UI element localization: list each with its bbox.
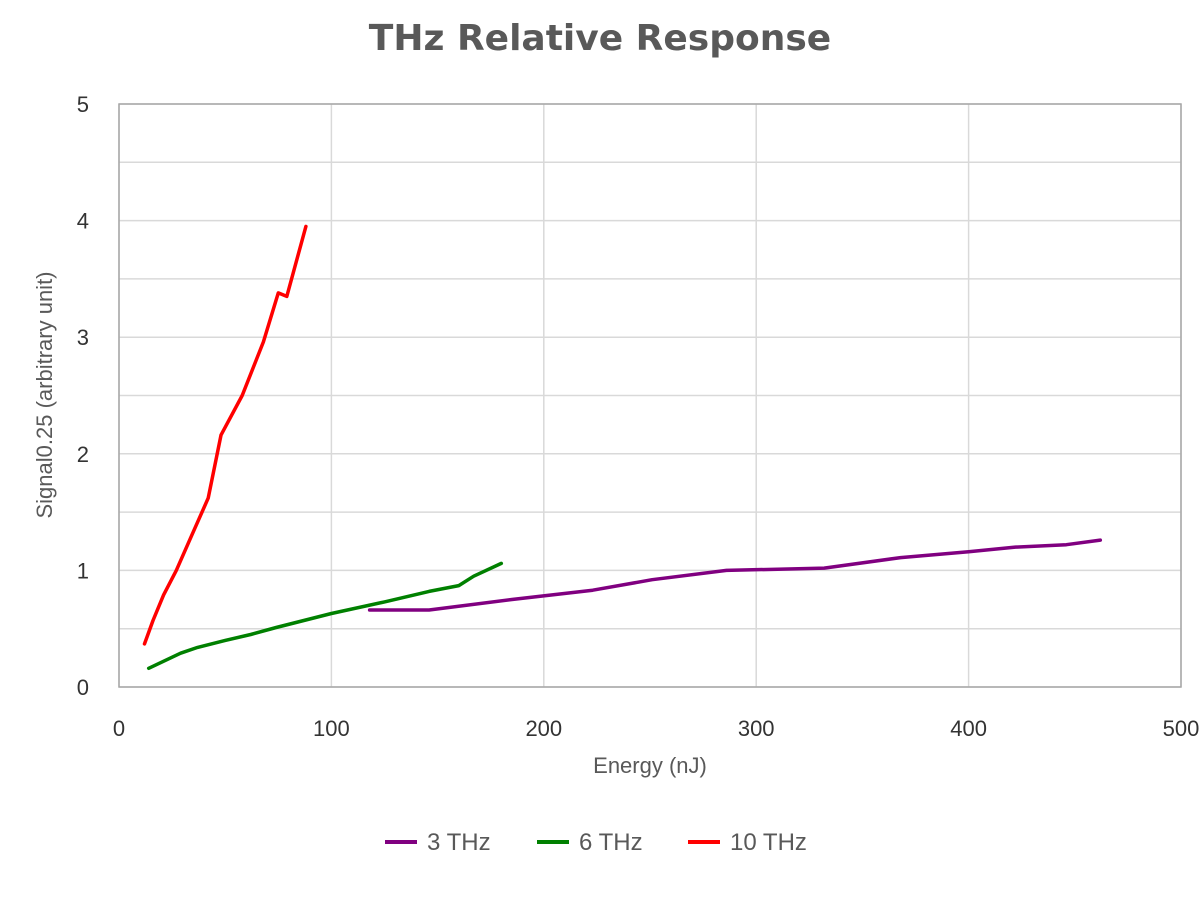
y-tick-label: 3 xyxy=(77,325,89,350)
y-tick-label: 5 xyxy=(77,92,89,117)
y-tick-label: 4 xyxy=(77,209,89,234)
y-tick-label: 1 xyxy=(77,558,89,583)
x-tick-label: 400 xyxy=(950,716,987,741)
ticks: 0 100 200 300 400 500 0 1 2 3 4 5 xyxy=(77,92,1200,741)
legend-label-6-thz: 6 THz xyxy=(579,829,643,856)
legend-label-3-thz: 3 THz xyxy=(427,829,491,856)
grid xyxy=(118,103,1182,688)
x-axis-label: Energy (nJ) xyxy=(593,753,707,778)
plot-area xyxy=(118,103,1182,688)
y-tick-label: 0 xyxy=(77,675,89,700)
series-line-6-thz xyxy=(146,561,504,671)
legend: 3 THz 6 THz 10 THz xyxy=(385,829,807,856)
series xyxy=(142,224,1103,671)
series-line-3-thz xyxy=(367,538,1103,612)
y-tick-label: 2 xyxy=(77,442,89,467)
y-axis-label: Signal0.25 (arbitrary unit) xyxy=(32,271,57,518)
x-tick-label: 100 xyxy=(313,716,350,741)
series-line-10-thz xyxy=(142,224,308,646)
chart-title: THz Relative Response xyxy=(369,18,831,59)
x-tick-label: 500 xyxy=(1163,716,1200,741)
x-tick-label: 0 xyxy=(113,716,125,741)
x-tick-label: 300 xyxy=(738,716,775,741)
x-tick-label: 200 xyxy=(525,716,562,741)
legend-label-10-thz: 10 THz xyxy=(730,829,807,856)
